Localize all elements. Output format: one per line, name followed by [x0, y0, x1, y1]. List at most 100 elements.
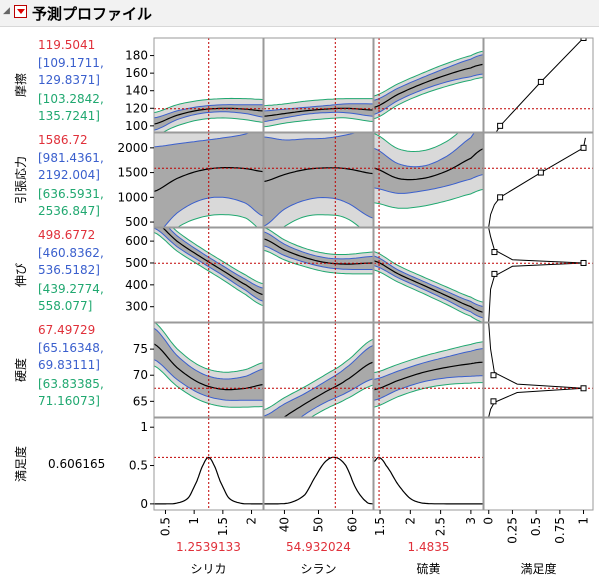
prediction-curve	[374, 361, 483, 391]
factor-current-value: 1.2539133	[176, 540, 241, 554]
x-tick-label: 0.5	[158, 517, 172, 536]
prediction-lower-line	[374, 269, 483, 322]
prediction-interval-low: [103.2842,	[38, 92, 104, 106]
x-tick-label: 3	[464, 517, 478, 525]
prediction-upper-line	[264, 98, 373, 107]
confidence-interval-low: [109.1711,	[38, 56, 104, 70]
response-value: 67.49729	[38, 323, 95, 337]
cell-frame	[373, 322, 484, 418]
prediction-upper-line	[154, 97, 263, 114]
confidence-interval-high: 2192.004]	[38, 168, 100, 182]
y-tick-label: 1500	[117, 166, 148, 180]
prediction-interval-high: 135.7241]	[38, 109, 100, 123]
cell-frame	[373, 132, 484, 228]
prediction-upper-line	[264, 338, 373, 411]
x-tick-label: 0.25	[505, 517, 519, 544]
confidence-lower-line	[374, 174, 483, 194]
prediction-lower-line	[310, 384, 373, 417]
red-triangle-menu-icon[interactable]	[14, 5, 27, 18]
confidence-upper-line	[374, 255, 483, 307]
profile-cell	[374, 228, 483, 322]
desirability-function-cell	[484, 323, 593, 417]
desirability-curve	[374, 456, 483, 505]
prediction-lower-line	[374, 188, 483, 209]
y-tick-label: 120	[125, 101, 148, 115]
prediction-upper-line	[374, 50, 483, 97]
prediction-curve	[264, 167, 373, 183]
confidence-lower-line	[374, 73, 483, 115]
prediction-curve	[264, 107, 373, 117]
confidence-lower-line	[374, 375, 483, 401]
factor-name: シリカ	[190, 562, 226, 576]
desirability-function-cell	[484, 137, 593, 227]
confidence-lower-line	[154, 111, 263, 131]
y-tick-label: 1000	[117, 190, 148, 204]
response-name: 引張応力	[14, 156, 28, 204]
desirability-marker	[580, 144, 587, 151]
cell-frame	[263, 417, 374, 511]
cell-frame	[373, 37, 484, 133]
profile-cell	[264, 323, 373, 417]
confidence-band	[264, 231, 373, 270]
factor-current-value: 54.932024	[286, 540, 351, 554]
confidence-upper-line	[264, 103, 373, 112]
factor-current-value: 1.4835	[408, 540, 450, 554]
confidence-lower-line	[374, 265, 483, 319]
prediction-curve	[374, 260, 483, 313]
desirability-function-line	[488, 323, 584, 417]
cell-frame	[263, 37, 374, 133]
desirability-cell	[154, 418, 263, 510]
confidence-lower-line	[163, 196, 263, 227]
prediction-lower-line	[154, 365, 263, 408]
confidence-upper-line	[168, 228, 263, 289]
confidence-upper-line	[264, 231, 373, 260]
prediction-lower-line	[264, 249, 373, 275]
desirability-function-line	[495, 38, 584, 132]
desirability-cell	[264, 418, 373, 510]
desirability-marker	[537, 169, 544, 176]
x-tick-label: 1.5	[373, 517, 387, 536]
prediction-curve	[264, 238, 373, 265]
confidence-lower-line	[300, 378, 373, 417]
y-tick-label: 1	[140, 420, 148, 434]
x-tick-label: 0.5	[529, 517, 543, 536]
confidence-upper-line	[374, 54, 483, 101]
confidence-lower-line	[154, 228, 263, 302]
y-tick-label: 140	[125, 84, 148, 98]
response-value: 1586.72	[38, 133, 88, 147]
cell-frame	[153, 37, 264, 133]
cell-frame	[483, 417, 594, 511]
desirability-marker	[490, 398, 497, 405]
x-tick-label: 60	[346, 517, 360, 532]
y-tick-label: 180	[125, 49, 148, 63]
y-tick-label: 65	[133, 394, 148, 408]
cell-frame	[263, 132, 374, 228]
desirability-cell	[374, 418, 483, 510]
confidence-band	[264, 345, 373, 417]
confidence-interval-high: 129.8371]	[38, 73, 100, 87]
confidence-upper-line	[154, 327, 263, 380]
profile-cell	[264, 228, 373, 322]
cell-frame	[483, 37, 594, 133]
confidence-band	[374, 133, 483, 194]
prediction-lower-line	[374, 382, 483, 408]
cell-frame	[483, 322, 594, 418]
x-tick-label: 40	[277, 517, 291, 532]
y-tick-label: 0.5	[129, 459, 148, 473]
prediction-upper-line	[374, 133, 459, 153]
prediction-lower-line	[177, 214, 258, 227]
collapse-triangle-icon[interactable]: ◢	[3, 6, 10, 16]
desirability-marker	[497, 194, 504, 201]
confidence-band	[374, 54, 483, 115]
y-tick-label: 100	[125, 119, 148, 133]
y-tick-label: 0	[140, 497, 148, 511]
x-tick-label: 50	[312, 517, 326, 532]
confidence-band	[154, 104, 263, 131]
cell-frame	[263, 322, 374, 418]
confidence-interval-low: [981.4361,	[38, 151, 104, 165]
response-value: 119.5041	[38, 38, 95, 52]
confidence-upper-line	[374, 348, 483, 380]
prediction-interval-high: 2536.847]	[38, 204, 100, 218]
prediction-curve	[374, 148, 483, 181]
y-tick-label: 600	[125, 234, 148, 248]
